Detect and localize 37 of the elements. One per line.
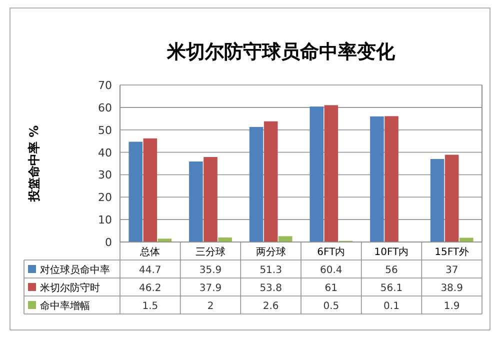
data-label: 2.6 <box>262 301 279 312</box>
x-tick-label: 15FT外 <box>434 247 470 258</box>
legend-label: 命中率增幅 <box>40 300 90 312</box>
y-tick-label: 70 <box>98 79 112 92</box>
data-label: 44.7 <box>139 265 162 276</box>
y-tick-label: 50 <box>98 124 112 137</box>
data-label: 56 <box>385 265 398 276</box>
data-label: 1.5 <box>142 301 158 312</box>
y-tick-label: 60 <box>98 101 112 114</box>
data-label: 60.4 <box>320 265 342 276</box>
data-label: 37 <box>445 265 458 276</box>
data-label: 56.1 <box>380 283 403 294</box>
data-label: 0.1 <box>384 301 400 312</box>
data-label: 38.9 <box>440 283 463 294</box>
data-label: 61 <box>324 283 338 294</box>
x-tick-label: 10FT内 <box>374 246 409 258</box>
x-tick-label: 6FT内 <box>317 246 346 258</box>
data-label: 46.2 <box>139 283 162 294</box>
x-tick-label: 三分球 <box>196 246 226 258</box>
y-tick-label: 20 <box>98 191 112 204</box>
y-tick-label: 0 <box>105 236 112 249</box>
data-label: 0.5 <box>323 301 340 312</box>
data-label: 2 <box>207 301 214 312</box>
x-tick-label: 两分球 <box>256 246 286 258</box>
chart-title: 米切尔防守球员命中率变化 <box>166 41 396 63</box>
y-tick-label: 40 <box>98 146 112 160</box>
data-label: 1.9 <box>444 301 460 312</box>
legend-label: 米切尔防守时 <box>40 282 100 294</box>
x-tick-label: 总体 <box>139 246 160 258</box>
data-label: 35.9 <box>199 265 222 276</box>
data-label: 53.8 <box>260 283 282 294</box>
data-label: 37.9 <box>199 283 222 294</box>
data-label: 51.3 <box>260 265 282 276</box>
y-tick-label: 10 <box>98 214 112 227</box>
y-axis-title: 投篮命中率 % <box>27 125 41 203</box>
legend-label: 对位球员命中率 <box>40 264 110 276</box>
y-tick-label: 30 <box>98 168 112 182</box>
